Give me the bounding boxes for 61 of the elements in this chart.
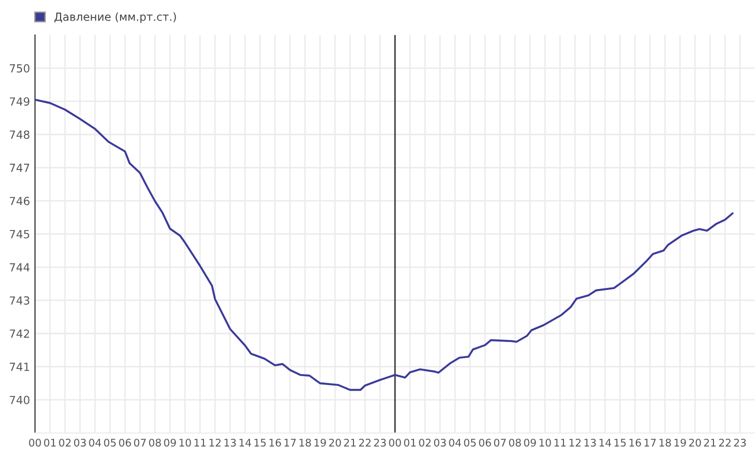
y-tick-label: 747 [10, 164, 30, 172]
x-tick-label: 05 [104, 438, 116, 447]
y-tick-label: 749 [10, 97, 30, 106]
x-tick-label: 11 [554, 438, 566, 446]
x-tick-label: 19 [314, 438, 326, 447]
legend-label: Давление (мм.рт.ст.) [54, 12, 176, 24]
x-tick-label: 14 [600, 438, 612, 446]
x-tick-label: 03 [434, 438, 446, 447]
x-tick-label: 18 [300, 438, 311, 447]
x-tick-label: 01 [44, 438, 56, 447]
x-tick-label: 00 [389, 438, 401, 447]
x-tick-label: 15 [614, 438, 626, 447]
x-tick-label: 12 [210, 438, 221, 446]
x-tick-label: 03 [74, 438, 86, 447]
x-tick-label: 13 [584, 438, 596, 447]
x-tick-label: 07 [134, 438, 146, 447]
x-tick-label: 08 [149, 438, 161, 447]
x-tick-label: 09 [524, 438, 536, 447]
x-tick-label: 01 [404, 438, 416, 447]
x-tick-label: 14 [240, 438, 252, 446]
x-tick-label: 22 [359, 438, 371, 446]
x-tick-label: 12 [570, 438, 581, 446]
y-tick-label: 742 [10, 329, 30, 338]
x-tick-label: 16 [630, 438, 641, 447]
x-tick-label: 06 [119, 438, 131, 447]
x-tick-label: 06 [479, 438, 491, 447]
y-tick-label: 745 [10, 230, 30, 238]
x-tick-label: 00 [29, 438, 41, 447]
x-tick-label: 07 [494, 438, 506, 447]
x-tick-label: 04 [89, 438, 102, 447]
x-tick-label: 15 [254, 438, 266, 447]
y-tick-label: 744 [10, 263, 30, 272]
x-tick-label: 04 [449, 438, 462, 447]
x-tick-label: 23 [734, 438, 746, 447]
x-tick-label: 11 [194, 438, 206, 446]
x-tick-label: 21 [344, 438, 356, 446]
x-tick-label: 23 [374, 438, 386, 447]
y-tick-label: 746 [10, 196, 30, 206]
x-tick-label: 20 [329, 438, 341, 447]
x-tick-label: 10 [180, 438, 191, 447]
x-tick-label: 16 [270, 438, 281, 447]
y-tick-label: 741 [10, 362, 30, 371]
y-tick-label: 740 [10, 396, 30, 404]
x-tick-label: 02 [59, 438, 71, 447]
x-tick-label: 17 [644, 438, 656, 446]
x-tick-label: 02 [419, 438, 431, 447]
x-tick-label: 19 [674, 438, 686, 447]
x-tick-label: 13 [224, 438, 236, 447]
x-tick-label: 09 [164, 438, 176, 447]
x-tick-label: 18 [660, 438, 671, 447]
x-tick-label: 05 [464, 438, 476, 447]
y-tick-label: 743 [10, 296, 30, 305]
x-tick-label: 10 [540, 438, 551, 447]
y-tick-label: 750 [10, 64, 30, 73]
y-tick-label: 748 [10, 130, 30, 139]
x-tick-label: 17 [284, 438, 296, 446]
x-tick-label: 22 [719, 438, 731, 446]
line-series [35, 98, 734, 391]
x-tick-label: 21 [704, 438, 716, 446]
x-tick-label: 08 [509, 438, 521, 447]
x-tick-label: 20 [689, 438, 701, 447]
